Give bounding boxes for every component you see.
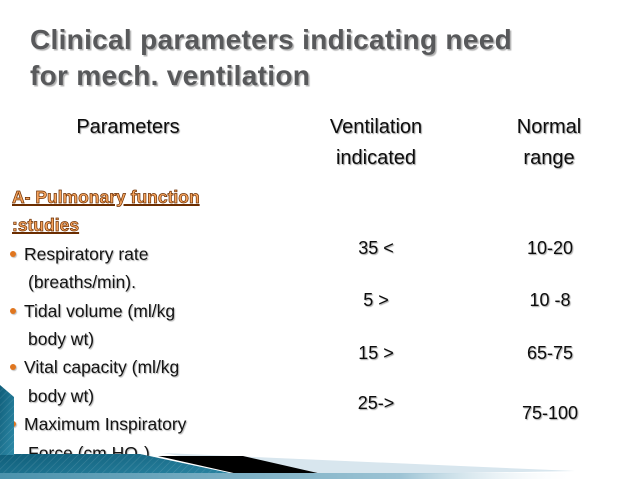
column-header-parameters: Parameters — [28, 112, 228, 143]
bullet-icon — [10, 307, 16, 314]
param-line-continuation: (breaths/min). — [8, 268, 318, 296]
param-row-vital-capacity: Vital capacity (ml/kg — [8, 353, 318, 381]
column-header-ventilation: Ventilation indicated — [306, 112, 446, 174]
ventilation-value: 35 < — [358, 238, 394, 258]
normal-range-value: 65-75 — [526, 343, 574, 363]
bullet-icon — [10, 364, 16, 371]
param-row-tidal-volume: Tidal volume (ml/kg — [8, 297, 318, 325]
normal-range-value: 75-100 — [521, 403, 579, 423]
slide-title: Clinical parameters indicating need for … — [30, 22, 620, 94]
param-line: ) — [144, 442, 150, 463]
normal-range-value: 10-20 — [526, 238, 574, 258]
param-line: Tidal volume (ml/kg — [24, 300, 176, 321]
param-line: Maximum Inspiratory — [24, 414, 187, 435]
section-heading-line2: :studies — [12, 215, 80, 236]
param-line: Vital capacity (ml/kg — [24, 357, 180, 378]
section-heading-line1: A- Pulmonary function — [12, 187, 200, 208]
param-line: Respiratory rate — [24, 243, 149, 264]
param-row-respiratory-rate: Respiratory rate — [8, 240, 318, 268]
normal-range-value: 10 -8 — [529, 290, 571, 310]
param-line: body wt) — [28, 328, 95, 349]
header-normal-line1: Normal — [516, 116, 582, 138]
param-line-continuation: body wt) — [8, 382, 318, 410]
param-line-continuation: body wt) — [8, 325, 318, 353]
slide-title-line2: for mech. ventilation — [30, 60, 311, 91]
ventilation-value: 5 > — [363, 290, 389, 310]
header-parameters-label: Parameters — [76, 116, 180, 138]
bottom-swoosh-decoration — [0, 385, 575, 479]
header-ventilation-line2: indicated — [335, 147, 417, 169]
slide-title-line1: Clinical parameters indicating need — [30, 24, 512, 55]
header-normal-line2: range — [523, 147, 575, 169]
ventilation-value: 15 > — [358, 343, 394, 363]
param-line: body wt) — [28, 385, 95, 406]
header-ventilation-line1: Ventilation — [329, 116, 423, 138]
ventilation-value: 25-> — [357, 393, 395, 413]
param-line: (breaths/min). — [28, 272, 136, 293]
column-header-normal-range: Normal range — [479, 112, 619, 174]
bullet-icon — [10, 250, 16, 257]
